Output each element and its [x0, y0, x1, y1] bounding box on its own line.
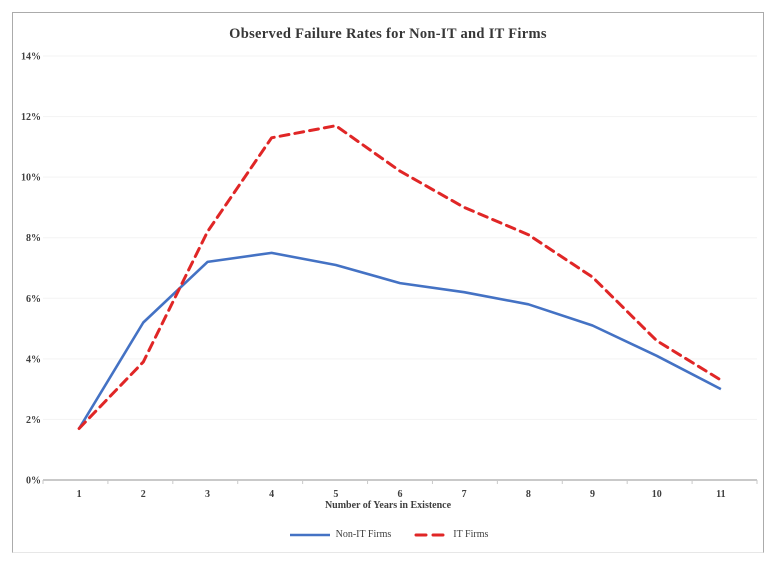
y-tick-label: 8%	[26, 233, 41, 244]
series-line-it-firms	[77, 124, 723, 430]
y-tick-label: 4%	[26, 354, 41, 365]
x-tick-label: 5	[333, 489, 338, 500]
legend-line-sample-solid-icon	[289, 533, 330, 536]
x-tick-label: 9	[590, 489, 595, 500]
y-tick-label: 0%	[26, 476, 41, 487]
legend-line-sample-dashed-icon	[414, 533, 448, 536]
x-tick-label: 8	[526, 489, 531, 500]
legend: Non-IT Firms IT Firms	[13, 529, 763, 540]
x-tick-label: 3	[205, 489, 210, 500]
x-tick-label: 6	[398, 489, 403, 500]
legend-item-it-firms: IT Firms	[413, 529, 488, 540]
y-tick-label: 6%	[26, 294, 41, 305]
chart-title: Observed Failure Rates for Non-IT and IT…	[229, 26, 547, 42]
legend-label-it-firms: IT Firms	[453, 529, 489, 540]
x-tick-label: 11	[716, 489, 725, 500]
y-tick-label: 14%	[21, 52, 41, 63]
y-tick-label: 10%	[21, 173, 41, 184]
x-tick-label: 1	[77, 489, 82, 500]
legend-label-non-it-firms: Non-IT Firms	[335, 529, 392, 540]
chart-frame: Observed Failure Rates for Non-IT and IT…	[12, 12, 764, 553]
x-tick-label: 7	[462, 489, 467, 500]
legend-item-non-it-firms: Non-IT Firms	[288, 529, 392, 540]
x-axis-title: Number of Years in Existence	[324, 500, 452, 511]
x-tick-label: 10	[652, 489, 662, 500]
y-tick-label: 12%	[21, 112, 41, 123]
x-tick-label: 4	[269, 489, 274, 500]
x-tick-label: 2	[141, 489, 146, 500]
series-line-non-it-firms	[77, 251, 722, 430]
plot-area: 0% 2% 4% 6% 8% 10% 12% 14% 1 2 3 4 5 6 7 8 9 10 11	[21, 52, 758, 500]
y-tick-label: 2%	[26, 415, 41, 426]
